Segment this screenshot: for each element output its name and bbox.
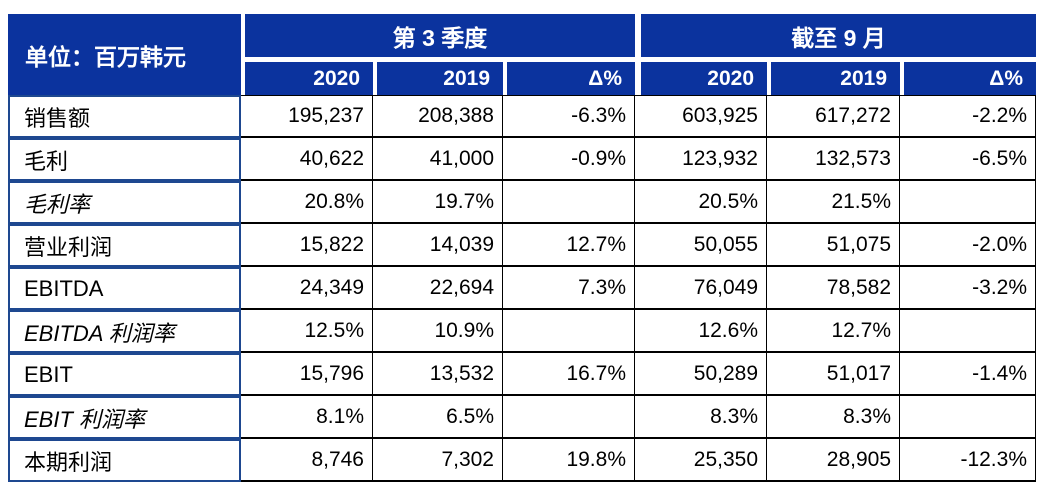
table-row: 销售额 195,237 208,388 -6.3% 603,925 617,27…	[8, 95, 1036, 138]
unit-label: 单位：百万韩元	[25, 43, 186, 70]
data-cell: -6.3%	[503, 95, 635, 138]
column-header-ytd-delta: Δ%	[900, 62, 1036, 95]
unit-label-cell: 单位：百万韩元	[8, 14, 241, 95]
data-cell: 12.7%	[503, 224, 635, 267]
table-row: EBITDA 利润率 12.5% 10.9% 12.6% 12.7%	[8, 310, 1036, 353]
data-cell: -3.2%	[900, 267, 1036, 310]
data-cell: 12.6%	[635, 310, 767, 353]
table-row: 本期利润 8,746 7,302 19.8% 25,350 28,905 -12…	[8, 439, 1036, 482]
table-row: 毛利率 20.8% 19.7% 20.5% 21.5%	[8, 181, 1036, 224]
header-columns: 第 3 季度 截至 9 月 2020 2019 Δ% 2020 2019 Δ%	[241, 14, 1036, 95]
column-group-row: 第 3 季度 截至 9 月	[241, 14, 1036, 57]
row-label: EBITDA	[8, 267, 241, 310]
data-cell: 6.5%	[373, 396, 503, 439]
data-cell: 132,573	[767, 138, 900, 181]
row-label: EBITDA 利润率	[8, 310, 241, 353]
data-cell: 24,349	[241, 267, 373, 310]
column-header-q3-delta: Δ%	[503, 62, 635, 95]
data-cell: 14,039	[373, 224, 503, 267]
data-cell: 195,237	[241, 95, 373, 138]
data-cell: 78,582	[767, 267, 900, 310]
data-cell: 25,350	[635, 439, 767, 482]
data-cell: -12.3%	[900, 439, 1036, 482]
data-cell: 617,272	[767, 95, 900, 138]
data-cell	[503, 396, 635, 439]
table-row: EBITDA 24,349 22,694 7.3% 76,049 78,582 …	[8, 267, 1036, 310]
data-cell: 8,746	[241, 439, 373, 482]
data-cell: 20.8%	[241, 181, 373, 224]
data-cell: -2.0%	[900, 224, 1036, 267]
data-cell: 21.5%	[767, 181, 900, 224]
row-label: 销售额	[8, 95, 241, 138]
data-cell: 13,532	[373, 353, 503, 396]
row-label: 毛利率	[8, 181, 241, 224]
data-cell: 28,905	[767, 439, 900, 482]
data-cell	[900, 396, 1036, 439]
data-cell: 51,017	[767, 353, 900, 396]
column-header-row: 2020 2019 Δ% 2020 2019 Δ%	[241, 62, 1036, 95]
data-cell: 19.8%	[503, 439, 635, 482]
column-group-ytd: 截至 9 月	[635, 14, 1036, 57]
table-row: 营业利润 15,822 14,039 12.7% 50,055 51,075 -…	[8, 224, 1036, 267]
data-cell: 603,925	[635, 95, 767, 138]
data-cell: 22,694	[373, 267, 503, 310]
data-cell	[900, 181, 1036, 224]
data-cell: 12.5%	[241, 310, 373, 353]
data-cell: -2.2%	[900, 95, 1036, 138]
table-row: EBIT 15,796 13,532 16.7% 50,289 51,017 -…	[8, 353, 1036, 396]
data-cell: 7,302	[373, 439, 503, 482]
data-cell: 76,049	[635, 267, 767, 310]
data-cell: 12.7%	[767, 310, 900, 353]
data-cell: 41,000	[373, 138, 503, 181]
column-header-q3-2020: 2020	[241, 62, 373, 95]
row-label: 毛利	[8, 138, 241, 181]
financial-results-table: 单位：百万韩元 第 3 季度 截至 9 月 2020 2019 Δ% 2020 …	[8, 14, 1036, 482]
data-cell: -6.5%	[900, 138, 1036, 181]
column-header-q3-2019: 2019	[373, 62, 503, 95]
data-cell: 19.7%	[373, 181, 503, 224]
data-cell: 7.3%	[503, 267, 635, 310]
data-cell: 8.3%	[635, 396, 767, 439]
data-cell: 15,822	[241, 224, 373, 267]
data-cell: 51,075	[767, 224, 900, 267]
data-cell: 10.9%	[373, 310, 503, 353]
data-cell	[503, 310, 635, 353]
column-group-q3: 第 3 季度	[241, 14, 635, 57]
data-cell: -0.9%	[503, 138, 635, 181]
table-header: 单位：百万韩元 第 3 季度 截至 9 月 2020 2019 Δ% 2020 …	[8, 14, 1036, 95]
column-header-ytd-2020: 2020	[635, 62, 767, 95]
column-header-ytd-2019: 2019	[767, 62, 900, 95]
table-row: 毛利 40,622 41,000 -0.9% 123,932 132,573 -…	[8, 138, 1036, 181]
data-cell: 8.1%	[241, 396, 373, 439]
header-divider	[241, 57, 1036, 62]
row-label: 营业利润	[8, 224, 241, 267]
data-cell: 123,932	[635, 138, 767, 181]
data-cell: 20.5%	[635, 181, 767, 224]
row-label: 本期利润	[8, 439, 241, 482]
data-cell: 8.3%	[767, 396, 900, 439]
data-cell: 50,289	[635, 353, 767, 396]
data-cell	[503, 181, 635, 224]
data-cell: 16.7%	[503, 353, 635, 396]
table-row: EBIT 利润率 8.1% 6.5% 8.3% 8.3%	[8, 396, 1036, 439]
table-body: 销售额 195,237 208,388 -6.3% 603,925 617,27…	[8, 95, 1036, 482]
data-cell: 40,622	[241, 138, 373, 181]
data-cell: 50,055	[635, 224, 767, 267]
data-cell: 15,796	[241, 353, 373, 396]
data-cell: 208,388	[373, 95, 503, 138]
data-cell: -1.4%	[900, 353, 1036, 396]
row-label: EBIT 利润率	[8, 396, 241, 439]
row-label: EBIT	[8, 353, 241, 396]
data-cell	[900, 310, 1036, 353]
